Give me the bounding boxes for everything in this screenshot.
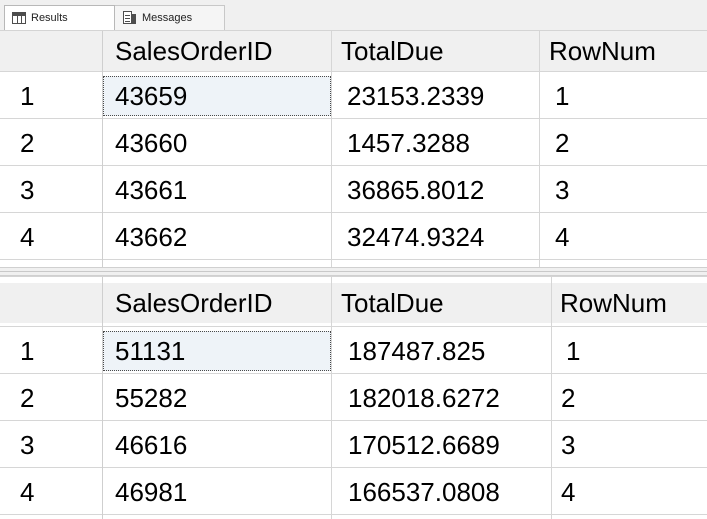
- grid-1-cell-salesorderid[interactable]: 43662: [115, 222, 188, 252]
- grid-1-header-divider: [0, 71, 707, 72]
- grid-1-column-header-totaldue[interactable]: TotalDue: [332, 31, 539, 71]
- grid-2-cell-totaldue[interactable]: 170512.6689: [348, 430, 500, 460]
- grid-2-cell-salesorderid[interactable]: 51131: [103, 331, 331, 371]
- grid-2-row-divider: [0, 467, 707, 468]
- grid-1-row-number[interactable]: 1: [0, 76, 102, 116]
- grid-2-cell-totaldue[interactable]: 182018.6272: [348, 383, 500, 413]
- results-grid-2[interactable]: SalesOrderID TotalDue RowNum 1 51131 187…: [0, 276, 707, 519]
- grid-2-column-divider: [331, 277, 332, 519]
- grid-2-row-divider: [0, 514, 707, 515]
- grid-2-cell-rownum[interactable]: 2: [561, 383, 576, 413]
- grid-2-cell-totaldue[interactable]: 187487.825: [348, 336, 486, 366]
- grid-1-cell-rownum[interactable]: 2: [555, 128, 570, 158]
- grid-1-cell-totaldue[interactable]: 23153.2339: [347, 81, 485, 111]
- messages-icon-marker: [131, 14, 136, 24]
- grid-1-cell-salesorderid[interactable]: 43659: [103, 76, 331, 116]
- grid-2-row-number[interactable]: 3: [0, 425, 102, 465]
- grid-2-column-divider: [551, 277, 552, 519]
- grid-1-row-divider: [0, 259, 707, 260]
- grid-2-cell-salesorderid[interactable]: 46981: [115, 477, 188, 507]
- grid-2-cell-salesorderid[interactable]: 46616: [115, 430, 188, 460]
- grid-1-column-header-rownum[interactable]: RowNum: [540, 31, 707, 71]
- grid-1-cell-rownum[interactable]: 1: [555, 81, 570, 111]
- grid-2-row-number[interactable]: 1: [0, 331, 102, 371]
- grid-2-column-header-totaldue[interactable]: TotalDue: [332, 283, 551, 323]
- grid-2-column-header-salesorderid[interactable]: SalesOrderID: [103, 283, 331, 323]
- grid-2-cell-rownum[interactable]: 4: [561, 477, 576, 507]
- grid-1-cell-salesorderid[interactable]: 43661: [115, 175, 188, 205]
- grid-1-row-divider: [0, 118, 707, 119]
- grid-1-column-divider: [539, 31, 540, 268]
- grid-1-cell-totaldue[interactable]: 32474.9324: [347, 222, 485, 252]
- grid-2-column-header-rownum[interactable]: RowNum: [552, 283, 707, 323]
- grid-1-row-header-divider: [102, 31, 103, 268]
- grid-2-row-divider: [0, 373, 707, 374]
- tab-results[interactable]: Results: [4, 5, 115, 30]
- grid-2-row-number[interactable]: 4: [0, 472, 102, 512]
- grid-1-column-divider: [331, 31, 332, 268]
- grid-1-cell-rownum[interactable]: 4: [555, 222, 570, 252]
- grid-1-row-number[interactable]: 4: [0, 217, 102, 257]
- grid-2-row-number[interactable]: 2: [0, 378, 102, 418]
- grid-1-row-number[interactable]: 3: [0, 170, 102, 210]
- tab-results-label: Results: [31, 12, 68, 24]
- tab-messages-label: Messages: [142, 12, 193, 24]
- grid-1-column-header-salesorderid[interactable]: SalesOrderID: [103, 31, 331, 71]
- grid-1-cell-rownum[interactable]: 3: [555, 175, 570, 205]
- grid-2-cell-rownum[interactable]: 3: [561, 430, 576, 460]
- results-grid-icon: [12, 12, 26, 24]
- grid-1-row-divider: [0, 165, 707, 166]
- messages-icon: [123, 10, 137, 26]
- grid-1-cell-totaldue[interactable]: 36865.8012: [347, 175, 485, 205]
- grid-1-row-divider: [0, 212, 707, 213]
- grid-2-header-divider: [0, 326, 707, 327]
- results-tabbar: Results Messages: [0, 0, 707, 30]
- grid-2-corner-header[interactable]: [0, 283, 102, 323]
- results-grid-splitter[interactable]: [0, 267, 707, 276]
- grid-2-cell-salesorderid[interactable]: 55282: [115, 383, 188, 413]
- results-grid-splitter-line: [0, 271, 707, 272]
- grid-2-row-divider: [0, 420, 707, 421]
- grid-2-cell-rownum[interactable]: 1: [566, 336, 581, 366]
- tab-messages[interactable]: Messages: [115, 5, 225, 30]
- grid-2-cell-totaldue[interactable]: 166537.0808: [348, 477, 500, 507]
- grid-1-cell-totaldue[interactable]: 1457.3288: [347, 128, 470, 158]
- grid-1-row-number[interactable]: 2: [0, 123, 102, 163]
- grid-1-corner-header[interactable]: [0, 31, 102, 71]
- results-grid-1[interactable]: SalesOrderID TotalDue RowNum 1 43659 231…: [0, 30, 707, 268]
- grid-1-cell-salesorderid[interactable]: 43660: [115, 128, 188, 158]
- grid-2-row-header-divider: [102, 277, 103, 519]
